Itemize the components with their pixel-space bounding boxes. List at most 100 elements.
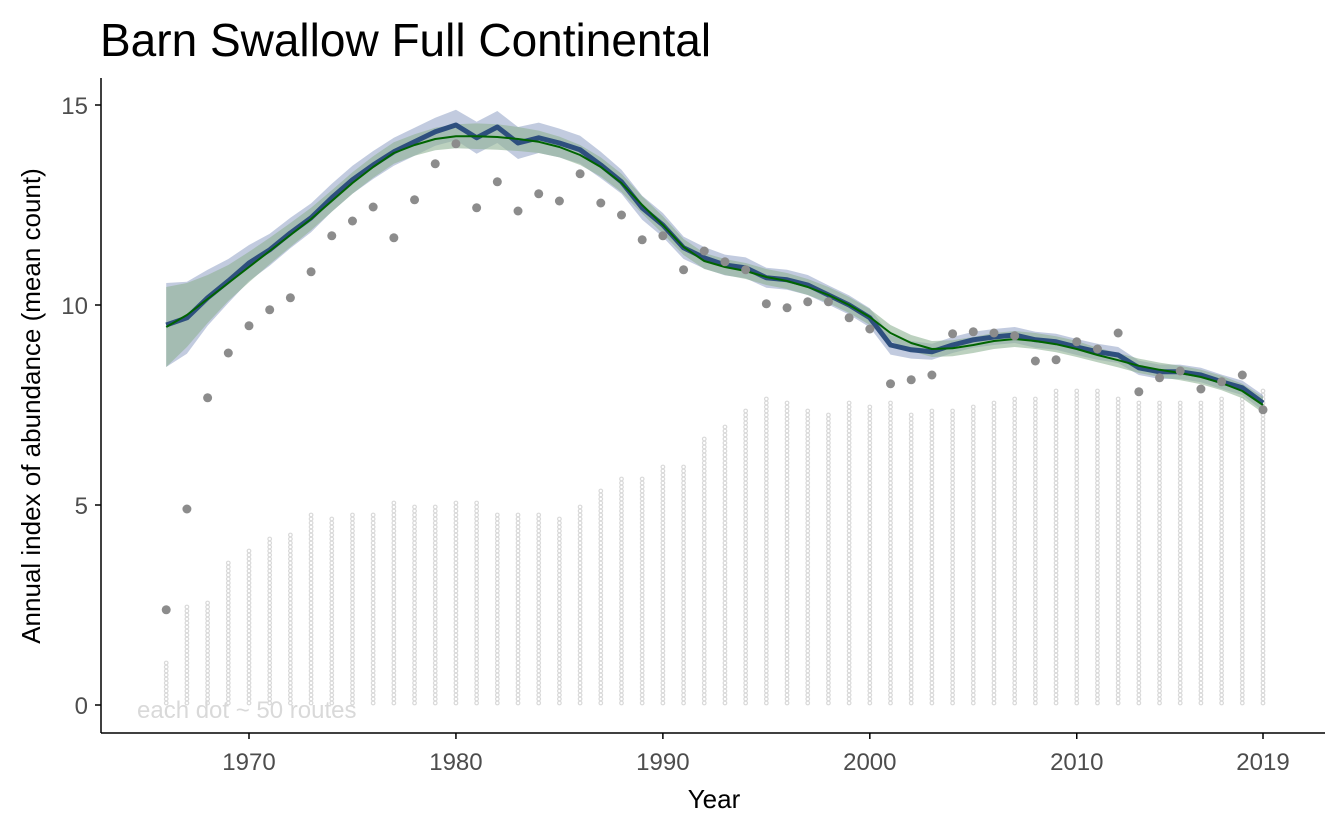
- route-dot: [598, 676, 604, 682]
- route-dot: [1032, 464, 1038, 470]
- route-dot: [991, 580, 997, 586]
- route-dot: [1219, 492, 1225, 498]
- route-dot: [763, 604, 769, 610]
- route-dot: [1053, 408, 1059, 414]
- route-dot: [763, 416, 769, 422]
- route-dot: [1219, 596, 1225, 602]
- route-dot: [970, 692, 976, 698]
- route-dot: [929, 620, 935, 626]
- route-dot: [743, 512, 749, 518]
- route-dot: [1095, 676, 1100, 682]
- route-dot: [743, 656, 749, 662]
- route-dot: [660, 540, 666, 546]
- route-dot: [308, 600, 314, 606]
- route-dot: [722, 488, 728, 494]
- route-dot: [1136, 668, 1142, 674]
- route-dot: [908, 608, 914, 614]
- route-dot: [888, 404, 893, 410]
- route-dot: [1177, 476, 1183, 482]
- route-dot: [763, 532, 769, 538]
- route-dot: [432, 560, 438, 566]
- route-dot: [515, 616, 521, 622]
- route-dot: [1115, 660, 1121, 666]
- route-dot: [619, 496, 624, 502]
- route-dot: [846, 520, 852, 526]
- route-dot: [350, 536, 355, 542]
- route-dot: [1177, 600, 1183, 606]
- route-dot: [888, 528, 893, 534]
- route-dot: [991, 680, 997, 686]
- route-dot: [1032, 404, 1038, 410]
- route-dot: [225, 688, 231, 694]
- route-dot: [1260, 592, 1266, 598]
- route-dot: [743, 632, 749, 638]
- route-dot: [329, 624, 335, 630]
- route-dot: [722, 568, 728, 574]
- route-dot: [1136, 636, 1142, 642]
- route-dot: [1198, 596, 1204, 602]
- route-dot: [763, 508, 769, 514]
- route-dot: [784, 536, 790, 542]
- route-dot-column: [1198, 400, 1204, 706]
- route-dot: [743, 584, 749, 590]
- observed-point: [575, 169, 585, 179]
- route-dot: [515, 520, 521, 526]
- route-dot: [1012, 528, 1018, 534]
- route-dot: [370, 616, 376, 622]
- route-dot: [1239, 448, 1245, 454]
- route-dot: [722, 628, 728, 634]
- route-dot: [701, 700, 707, 706]
- x-tick-label: 2010: [1050, 749, 1103, 776]
- route-dot: [1260, 532, 1266, 538]
- route-dot: [1012, 504, 1018, 510]
- route-dot: [515, 652, 521, 658]
- route-dot: [1095, 480, 1100, 486]
- route-dot: [1074, 408, 1080, 414]
- route-dot: [1157, 592, 1162, 598]
- route-dot: [163, 660, 169, 666]
- route-dot: [536, 592, 542, 598]
- route-dot: [1095, 444, 1100, 450]
- route-dot: [1136, 560, 1142, 566]
- route-dot: [970, 564, 976, 570]
- route-dot: [474, 700, 480, 706]
- route-dot: [1219, 520, 1225, 526]
- route-dot: [950, 472, 955, 478]
- route-dot: [1219, 428, 1225, 434]
- route-dot: [1012, 616, 1018, 622]
- route-dot: [557, 564, 562, 570]
- observed-point: [182, 504, 192, 514]
- route-dot: [1260, 492, 1266, 498]
- route-dot: [1115, 668, 1121, 674]
- route-dot: [743, 576, 749, 582]
- route-dot: [267, 652, 273, 658]
- route-dot: [722, 476, 728, 482]
- route-dot: [929, 656, 935, 662]
- route-dot: [1177, 588, 1183, 594]
- route-dot: [1136, 540, 1142, 546]
- route-dot: [1239, 592, 1245, 598]
- route-dot: [598, 608, 604, 614]
- route-dot: [205, 660, 211, 666]
- route-dot: [722, 540, 728, 546]
- route-dot: [950, 476, 955, 482]
- route-dot: [660, 596, 666, 602]
- route-dot: [1095, 428, 1100, 434]
- route-dot: [1074, 672, 1080, 678]
- route-dot: [370, 652, 376, 658]
- route-dot: [598, 552, 604, 558]
- route-dot: [1136, 684, 1142, 690]
- route-dot: [432, 676, 438, 682]
- route-dot: [888, 660, 893, 666]
- route-dot: [991, 476, 997, 482]
- route-dot: [1260, 560, 1266, 566]
- route-dot: [1012, 624, 1018, 630]
- route-dot: [515, 624, 521, 630]
- route-dot: [205, 632, 211, 638]
- route-dot: [888, 680, 893, 686]
- route-dot: [888, 548, 893, 554]
- route-dot: [660, 524, 666, 530]
- route-dot: [577, 536, 583, 542]
- route-dot: [246, 568, 252, 574]
- route-dot: [763, 580, 769, 586]
